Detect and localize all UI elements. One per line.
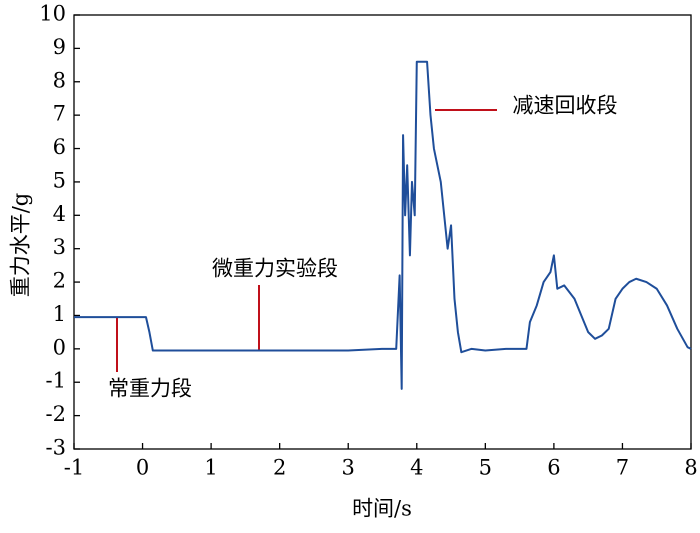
y-tick-label: 6 <box>53 135 66 159</box>
y-tick-label: 3 <box>53 235 66 259</box>
y-tick-label: 4 <box>53 202 66 226</box>
x-tick-label: 3 <box>342 456 355 480</box>
y-tick-label: 5 <box>53 168 66 192</box>
y-tick-label: 1 <box>53 302 66 326</box>
annotation: 微重力实验段 <box>212 257 338 281</box>
x-tick-label: 4 <box>410 456 423 480</box>
x-tick-label: 2 <box>273 456 286 480</box>
data-line <box>74 60 692 390</box>
x-tick-label: 7 <box>616 456 629 480</box>
x-tick-label: -1 <box>64 456 84 480</box>
y-tick-label: -3 <box>46 436 66 460</box>
y-tick-label: 10 <box>39 2 66 26</box>
y-tick-label: -1 <box>46 369 66 393</box>
y-tick-label: 8 <box>53 68 66 92</box>
x-tick-label: 0 <box>136 456 149 480</box>
x-axis-label: 时间/s <box>352 497 412 521</box>
y-axis-label: 重力水平/g <box>9 193 33 298</box>
y-tick-label: 0 <box>53 335 66 359</box>
y-tick-label: 2 <box>53 269 66 293</box>
annotation: 减速回收段 <box>513 94 618 118</box>
y-tick-label: 7 <box>53 102 66 126</box>
x-tick-label: 8 <box>684 456 697 480</box>
y-tick-label: 9 <box>53 35 66 59</box>
x-tick-label: 1 <box>204 456 217 480</box>
plot-frame <box>73 14 692 450</box>
x-tick-label: 5 <box>479 456 492 480</box>
y-tick-label: -2 <box>46 402 66 426</box>
x-tick-label: 6 <box>547 456 560 480</box>
annotation: 常重力段 <box>108 377 192 401</box>
